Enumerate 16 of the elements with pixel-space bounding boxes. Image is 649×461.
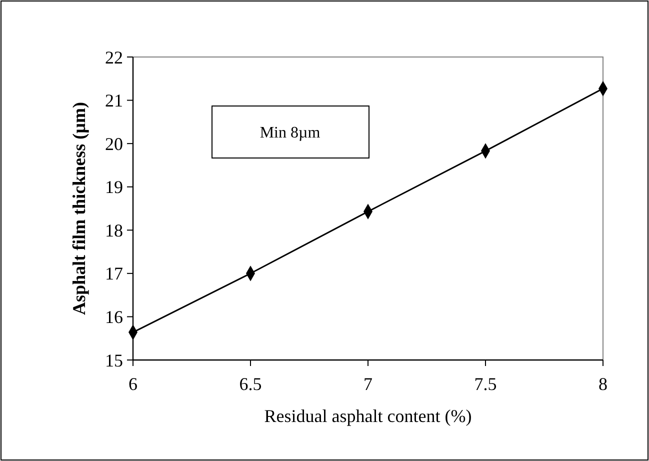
x-tick-label: 7.5: [474, 374, 497, 394]
y-tick-label: 22: [105, 47, 123, 68]
x-tick-label: 6.5: [239, 374, 262, 394]
x-tick-label: 6: [128, 374, 138, 394]
x-tick-label: 8: [598, 374, 608, 394]
x-axis-title: Residual asphalt content (%): [264, 406, 472, 426]
y-tick-label: 21: [105, 90, 123, 111]
y-tick-label: 17: [105, 264, 123, 284]
annotation: Min 8µm: [260, 124, 321, 142]
y-tick-label: 16: [105, 307, 123, 328]
y-axis-title: Asphalt film thickness (µm): [69, 102, 89, 315]
y-tick-label: 20: [105, 134, 123, 154]
y-tick-label: 15: [105, 350, 123, 370]
x-tick-label: 7: [364, 374, 372, 394]
y-tick-label: 19: [105, 177, 123, 198]
y-tick-label: 18: [105, 220, 123, 240]
